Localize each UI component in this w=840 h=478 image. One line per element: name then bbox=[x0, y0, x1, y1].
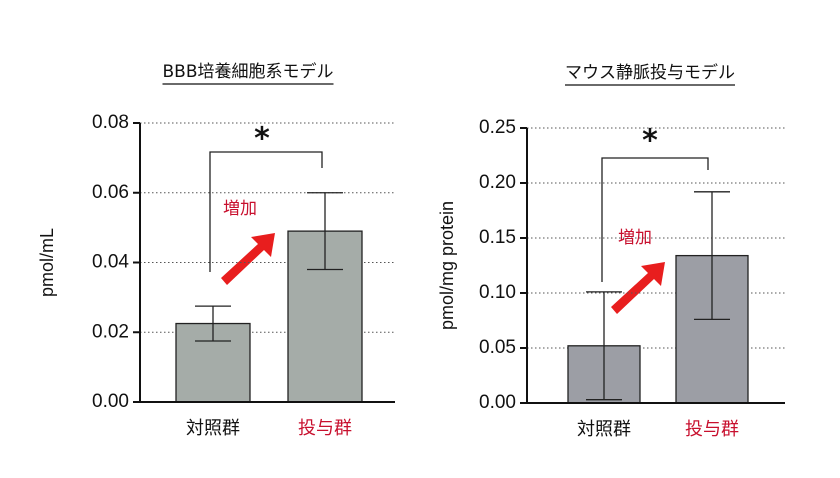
significance-bracket bbox=[209, 151, 323, 272]
y-tick-label: 0.00 bbox=[479, 392, 516, 413]
x-tick-label: 対照群 bbox=[186, 418, 240, 439]
y-tick-label: 0.15 bbox=[479, 227, 516, 248]
y-tick-label: 0.05 bbox=[479, 337, 516, 358]
x-tick-label: 対照群 bbox=[577, 419, 631, 440]
y-axis-label: pmol/mg protein bbox=[437, 201, 457, 330]
y-tick-label: 0.04 bbox=[92, 252, 129, 273]
y-tick-label: 0.02 bbox=[92, 321, 129, 342]
annotation: 増加 bbox=[618, 228, 652, 248]
x-tick-label: 投与群 bbox=[298, 418, 352, 439]
annotation: 増加 bbox=[223, 199, 257, 219]
x-tick-label: 投与群 bbox=[685, 419, 739, 440]
chart-title: マウス静脈投与モデル bbox=[565, 62, 735, 83]
significance-star: * bbox=[254, 122, 270, 157]
y-tick-label: 0.10 bbox=[479, 282, 516, 303]
chart-title: BBB培養細胞系モデル bbox=[163, 61, 334, 82]
y-tick-label: 0.08 bbox=[92, 112, 129, 133]
significance-star: * bbox=[642, 124, 658, 159]
y-tick-label: 0.00 bbox=[92, 391, 129, 412]
increase-arrow bbox=[221, 233, 275, 285]
significance-bracket bbox=[601, 157, 709, 282]
y-tick-label: 0.06 bbox=[92, 182, 129, 203]
y-tick-label: 0.20 bbox=[479, 172, 516, 193]
y-axis-label: pmol/mL bbox=[37, 228, 57, 297]
y-tick-label: 0.25 bbox=[479, 117, 516, 138]
increase-arrow bbox=[611, 262, 665, 314]
